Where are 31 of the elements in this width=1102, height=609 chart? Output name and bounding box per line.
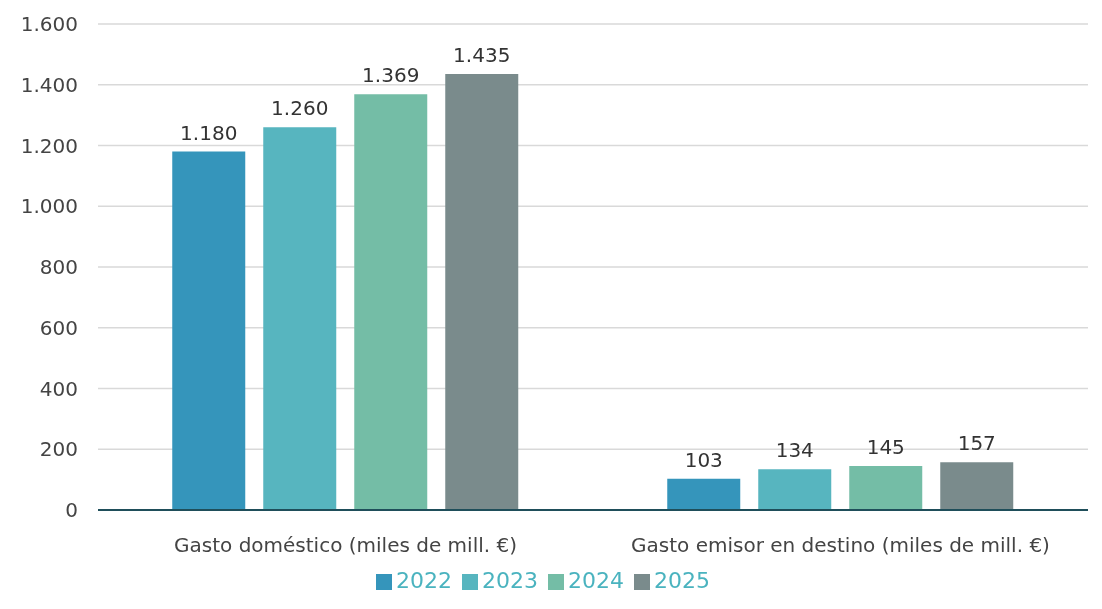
data-label: 103 [684,447,723,472]
legend-label: 2023 [482,568,538,593]
y-tick-label: 200 [39,437,78,462]
bar [354,94,428,510]
bar [940,462,1014,510]
y-tick-label: 0 [65,498,78,523]
data-label: 1.260 [271,96,329,121]
legend-label: 2024 [568,568,624,593]
data-label: 145 [866,434,905,459]
y-tick-label: 1.000 [20,194,78,219]
y-tick-label: 1.600 [20,12,78,37]
y-tick-label: 600 [39,315,78,340]
data-label: 1.180 [180,120,238,145]
bar [667,478,741,510]
bar [758,469,832,510]
y-tick-label: 800 [39,255,78,280]
legend-label: 2022 [396,568,452,593]
y-tick-label: 1.400 [20,72,78,97]
data-label: 157 [957,431,996,456]
x-tick-label: Gasto emisor en destino (miles de mill. €) [631,533,1050,558]
bar [849,465,923,510]
data-label: 1.369 [362,63,420,88]
x-tick-label: Gasto doméstico (miles de mill. €) [174,533,517,558]
data-label: 134 [775,438,814,463]
bar [445,74,519,510]
bar [172,151,246,510]
legend-label: 2025 [654,568,710,593]
y-tick-label: 1.200 [20,133,78,158]
data-label: 1.435 [453,43,511,68]
y-tick-label: 400 [39,376,78,401]
bar [263,127,337,510]
